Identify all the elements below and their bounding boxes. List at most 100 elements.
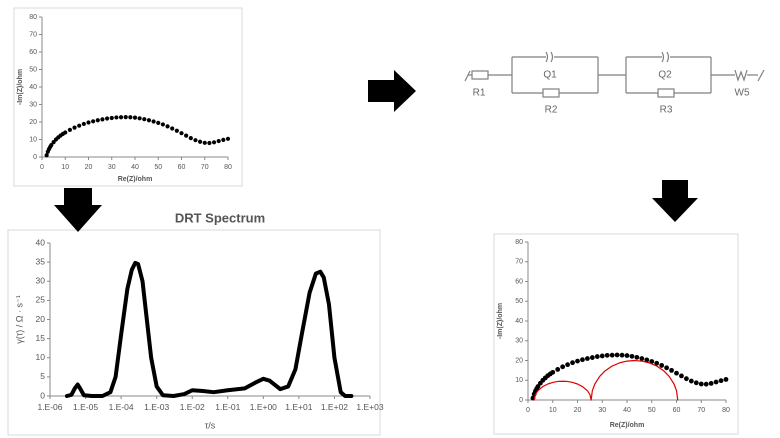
- data-point: [128, 115, 133, 120]
- data-point: [170, 126, 175, 131]
- data-point: [575, 358, 580, 364]
- data-point: [44, 153, 49, 158]
- data-point: [619, 352, 625, 358]
- x-tick-label: 1.E+00: [250, 402, 277, 412]
- data-point: [718, 378, 724, 384]
- y-tick-label: 10: [36, 352, 46, 362]
- data-point: [86, 120, 91, 125]
- data-point: [207, 140, 212, 146]
- x-tick-label: 10: [61, 164, 69, 171]
- data-point: [211, 140, 217, 145]
- warburg: [734, 69, 748, 82]
- data-point: [609, 352, 615, 358]
- y-tick-label: 30: [36, 276, 46, 286]
- data-point: [123, 115, 128, 120]
- arrow-down: [54, 188, 102, 232]
- x-axis-label: Re(Z)/ohm: [118, 176, 153, 183]
- data-point: [654, 360, 660, 366]
- data-point: [580, 357, 585, 363]
- x-tick-label: 40: [131, 164, 139, 171]
- data-point: [684, 376, 689, 382]
- data-point: [132, 115, 138, 120]
- data-point: [565, 362, 570, 368]
- panel-frame: [7, 229, 381, 436]
- resistor: [471, 70, 489, 80]
- x-tick-label: 70: [201, 164, 209, 171]
- x-tick-label: 30: [108, 164, 116, 171]
- data-point: [114, 115, 119, 120]
- panel-frame: [13, 7, 243, 187]
- cpe: [661, 51, 670, 63]
- data-point: [225, 136, 231, 141]
- data-point: [723, 377, 729, 382]
- y-axis-label: -Im(Z)/ohm: [17, 69, 24, 105]
- data-point: [674, 370, 679, 376]
- data-point: [604, 352, 610, 358]
- data-point: [160, 122, 165, 127]
- data-point: [629, 353, 635, 359]
- y-tick-label: 40: [36, 237, 46, 247]
- y-tick-label: 80: [515, 239, 523, 246]
- data-point: [193, 138, 198, 143]
- data-point: [624, 353, 630, 358]
- data-point: [649, 359, 655, 364]
- data-point: [693, 380, 699, 386]
- x-tick-label: 1.E-03: [144, 402, 169, 412]
- y-tick-label: 60: [515, 278, 523, 285]
- data-point: [174, 128, 179, 133]
- x-tick-label: 20: [85, 164, 93, 171]
- x-tick-label: 1.E-01: [215, 402, 240, 412]
- data-line: [64, 260, 354, 398]
- circuit-label: Q1: [543, 70, 557, 81]
- data-point: [137, 116, 142, 121]
- x-tick-label: 1.E-04: [109, 402, 134, 412]
- y-tick-label: 0: [519, 397, 523, 404]
- data-point: [679, 373, 684, 379]
- data-point: [165, 124, 170, 129]
- data-point: [202, 140, 207, 145]
- data-point: [77, 123, 82, 128]
- y-axis-label: -Im(Z)/ohm: [497, 303, 504, 339]
- data-point: [659, 363, 665, 368]
- data-point: [105, 116, 110, 121]
- panel-frame: [493, 233, 739, 435]
- data-point: [81, 121, 86, 127]
- y-tick-label: 60: [29, 49, 37, 56]
- y-tick-label: 50: [29, 66, 37, 73]
- x-tick-label: 1.E-05: [73, 402, 98, 412]
- circuit: R1 Q1 R2 Q2 R3 W5: [464, 51, 765, 116]
- data-point: [599, 353, 605, 359]
- circuit-label: R2: [545, 105, 558, 116]
- y-tick-label: 35: [36, 256, 46, 266]
- x-tick-label: 50: [154, 164, 162, 171]
- wire: [625, 56, 712, 94]
- x-tick-label: 1.E+02: [321, 402, 348, 412]
- data-point: [550, 369, 556, 375]
- data-point: [151, 119, 156, 124]
- data-point: [570, 360, 575, 366]
- x-tick-label: 80: [224, 164, 232, 171]
- data-point: [688, 378, 694, 384]
- x-tick-label: 20: [574, 407, 582, 414]
- data-point: [91, 119, 96, 124]
- data-point: [644, 357, 650, 363]
- circuit-label: W5: [735, 88, 750, 99]
- y-tick-label: 70: [29, 31, 37, 38]
- x-axis-label: Re(Z)/ohm: [610, 422, 645, 429]
- data-point: [560, 364, 566, 370]
- data-point: [100, 117, 105, 122]
- data-point: [614, 352, 620, 358]
- chart-title: DRT Spectrum: [175, 210, 265, 225]
- resistor: [542, 88, 560, 98]
- y-tick-label: 80: [29, 14, 37, 21]
- x-tick-label: 60: [673, 407, 681, 414]
- data-point: [669, 367, 674, 373]
- y-axis-label: γ(τ) / Ω · s⁻¹: [14, 295, 24, 344]
- data-point: [95, 118, 100, 123]
- y-tick-label: 70: [515, 259, 523, 266]
- data-point: [555, 366, 561, 372]
- y-tick-label: 30: [29, 101, 37, 108]
- y-tick-label: 5: [40, 371, 45, 381]
- x-tick-label: 1.E+03: [356, 402, 383, 412]
